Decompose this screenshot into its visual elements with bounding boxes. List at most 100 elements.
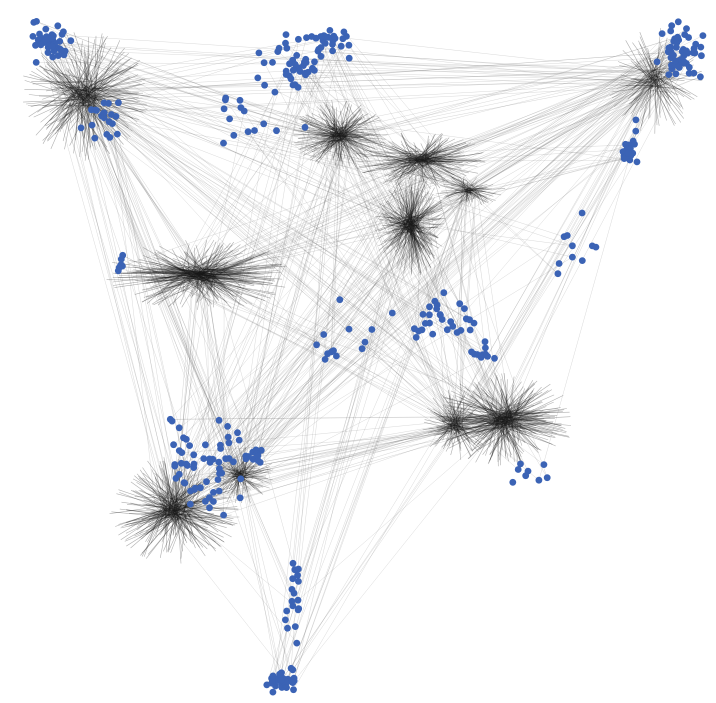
- node: [202, 441, 209, 449]
- edge: [289, 63, 452, 419]
- edge: [635, 84, 652, 116]
- edge: [475, 393, 505, 412]
- edge: [509, 414, 540, 450]
- edge: [65, 69, 90, 90]
- edge: [485, 396, 498, 428]
- edge: [83, 61, 89, 92]
- edge: [408, 196, 433, 231]
- edge: [91, 109, 457, 425]
- edge: [199, 277, 225, 292]
- edge: [304, 127, 462, 429]
- edge: [389, 222, 411, 226]
- edge: [448, 418, 478, 426]
- edge: [284, 434, 456, 682]
- edge: [420, 162, 445, 166]
- edge: [411, 221, 432, 242]
- edge: [425, 64, 672, 164]
- node: [514, 466, 522, 473]
- edge: [81, 76, 124, 93]
- edge: [417, 143, 437, 161]
- edge: [165, 506, 188, 536]
- edge: [174, 510, 200, 548]
- edge: [171, 464, 176, 523]
- edge: [82, 69, 119, 102]
- edge: [145, 278, 189, 283]
- edge: [408, 222, 438, 243]
- edge: [88, 85, 107, 94]
- edge: [317, 130, 337, 158]
- edge: [183, 476, 193, 515]
- edge: [152, 510, 183, 515]
- node: [388, 309, 396, 317]
- edge: [348, 79, 660, 330]
- edge: [172, 506, 225, 512]
- edge: [364, 79, 661, 343]
- edge: [638, 78, 661, 87]
- edge: [482, 403, 507, 422]
- edge: [468, 405, 510, 418]
- edge: [405, 194, 412, 227]
- edge: [50, 88, 95, 121]
- edge: [163, 265, 218, 279]
- edge: [159, 486, 177, 504]
- node: [419, 311, 427, 318]
- edge: [297, 135, 342, 142]
- edge: [404, 203, 412, 224]
- edge: [292, 84, 506, 418]
- edge: [169, 490, 185, 517]
- edge: [77, 60, 113, 95]
- edge: [329, 30, 419, 228]
- edge: [238, 471, 272, 474]
- edge: [135, 272, 206, 281]
- edge: [466, 189, 468, 199]
- edge: [201, 250, 222, 271]
- edge: [345, 127, 368, 134]
- edge: [77, 74, 139, 104]
- edge: [222, 475, 240, 491]
- edge: [312, 68, 343, 135]
- edge: [420, 143, 430, 162]
- edge: [311, 119, 341, 134]
- edge: [85, 89, 475, 324]
- edge: [141, 273, 187, 303]
- edge: [171, 423, 457, 513]
- edge: [385, 161, 435, 183]
- edge: [507, 417, 555, 419]
- node: [340, 28, 348, 36]
- edge: [410, 215, 436, 260]
- edge: [339, 103, 350, 136]
- edge: [202, 257, 254, 279]
- edge: [307, 118, 340, 137]
- edge: [92, 86, 119, 101]
- edge: [333, 125, 351, 132]
- edge: [198, 253, 218, 277]
- edge: [58, 96, 85, 99]
- edge: [317, 129, 339, 133]
- edge: [238, 459, 242, 475]
- edge: [429, 419, 460, 447]
- edge: [413, 150, 441, 158]
- edge: [172, 78, 646, 502]
- edge: [457, 189, 471, 197]
- edge: [51, 67, 95, 92]
- edge: [655, 28, 661, 80]
- edge: [632, 76, 652, 97]
- edge: [463, 402, 500, 425]
- node: [633, 158, 641, 166]
- edge: [433, 411, 456, 424]
- edge: [517, 416, 547, 421]
- edge: [161, 511, 177, 531]
- edge: [399, 154, 432, 163]
- edge: [134, 520, 168, 537]
- edge: [207, 275, 220, 302]
- edge: [467, 184, 488, 189]
- node: [105, 99, 112, 107]
- edge: [460, 182, 471, 192]
- edge: [208, 184, 473, 275]
- edge: [71, 59, 84, 101]
- edge: [332, 126, 506, 415]
- edge: [501, 416, 536, 434]
- edge: [167, 262, 185, 272]
- edge: [505, 406, 547, 423]
- node: [697, 73, 704, 81]
